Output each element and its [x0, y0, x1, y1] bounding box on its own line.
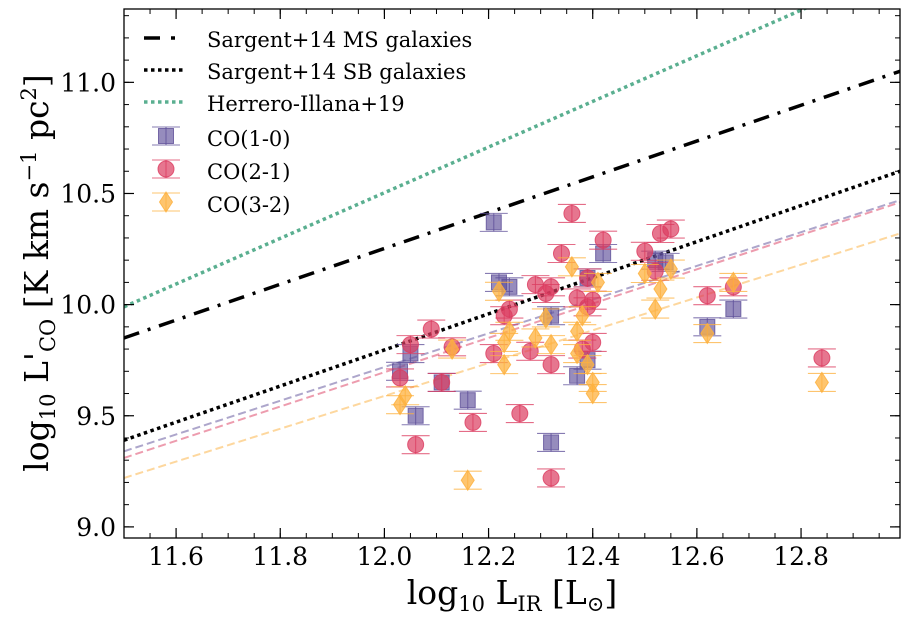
herrero-illana-19-line: [124, 9, 808, 309]
legend-label: CO(1-0): [207, 127, 291, 151]
y-tick-label: 11.0: [60, 68, 116, 97]
point-co-2-1: [401, 435, 430, 455]
x-tick-label: 11.8: [252, 542, 308, 571]
point-co-3-2: [484, 280, 513, 303]
point-co-3-2: [453, 469, 482, 492]
point-co-3-2: [578, 382, 607, 405]
point-co-1-0: [453, 390, 482, 410]
point-co-2-1: [578, 332, 607, 352]
point-co-2-1: [656, 219, 685, 239]
legend-entry-herrero-illana-19: Herrero-Illana+19: [144, 92, 405, 116]
point-co-2-1: [557, 203, 586, 224]
legend-label: Sargent+14 SB galaxies: [207, 60, 466, 84]
y-tick-label: 10.0: [60, 291, 116, 320]
sargent-14-ms-galaxies-line: [124, 69, 900, 340]
y-axis-title: log10 L'CO [K km s−1 pc2]: [17, 74, 60, 472]
legend-label: Herrero-Illana+19: [207, 92, 405, 116]
point-co-3-2: [630, 262, 659, 285]
point-co-2-1: [396, 335, 425, 355]
axis-ticks: 11.6 11.8 12.0 12.2 12.4 12.6 12.8 9.0 9.5 10.0 10…: [60, 9, 900, 571]
co-3-2-fit-line: [124, 232, 900, 479]
legend-entry-co-2-1: CO(2-1): [152, 159, 291, 184]
legend-label: Sargent+14 MS galaxies: [207, 28, 472, 52]
point-co-3-2: [391, 384, 420, 407]
legend-entry-sargent-14-ms-galaxies: Sargent+14 MS galaxies: [144, 28, 472, 52]
point-co-2-1: [630, 241, 659, 261]
legend-entry-sargent-14-sb-galaxies: Sargent+14 SB galaxies: [144, 60, 466, 84]
point-co-2-1: [505, 403, 534, 424]
data-points: [386, 203, 836, 492]
legend: Sargent+14 MS galaxies Sargent+14 SB gala…: [144, 28, 472, 217]
point-co-3-2: [693, 322, 722, 345]
y-tick-label: 9.0: [76, 513, 116, 542]
point-co-3-2: [719, 271, 748, 294]
point-co-3-2: [537, 333, 566, 356]
point-co-2-1: [417, 319, 446, 339]
point-co-2-1: [537, 277, 566, 297]
legend-label: CO(2-1): [207, 160, 291, 184]
point-co-2-1: [537, 468, 566, 488]
point-co-3-2: [521, 327, 550, 349]
point-co-1-0: [479, 212, 508, 232]
legend-entry-co-3-2: CO(3-2): [152, 191, 291, 217]
reference-lines: [124, 9, 900, 442]
x-axis-title: log10 LIR [L⊙]: [407, 573, 618, 616]
y-tick-label: 9.5: [76, 402, 116, 431]
point-co-2-1: [693, 286, 722, 306]
x-tick-label: 12.8: [773, 542, 829, 571]
co-1-0-fit-line: [124, 199, 900, 453]
point-co-1-0: [537, 432, 566, 452]
point-co-3-2: [438, 338, 467, 360]
point-co-3-2: [490, 353, 519, 376]
legend-label: CO(3-2): [207, 193, 291, 217]
point-co-2-1: [427, 372, 456, 392]
point-co-3-2: [563, 320, 592, 343]
legend-marker-square: [152, 126, 180, 146]
x-tick-label: 12.0: [357, 542, 413, 571]
point-co-3-2: [641, 298, 670, 320]
point-co-3-2: [557, 255, 586, 278]
x-tick-label: 12.4: [565, 542, 621, 571]
point-co-3-2: [495, 320, 524, 343]
plot-frame: [123, 8, 901, 539]
point-co-1-0: [719, 299, 748, 319]
point-co-3-2: [807, 371, 836, 394]
point-co-2-1: [807, 348, 836, 368]
point-co-2-1: [589, 230, 618, 250]
point-co-3-2: [568, 304, 597, 327]
point-co-2-1: [458, 412, 487, 432]
x-tick-label: 12.6: [669, 542, 725, 571]
point-co-3-2: [583, 271, 612, 294]
legend-marker-diamond: [152, 191, 180, 213]
point-co-3-2: [656, 258, 685, 280]
point-co-3-2: [646, 278, 675, 300]
legend-entry-co-1-0: CO(1-0): [152, 126, 291, 151]
point-co-3-2: [531, 307, 560, 329]
point-co-1-0: [495, 277, 524, 297]
point-co-1-0: [401, 406, 430, 426]
y-tick-label: 10.5: [60, 179, 116, 208]
point-co-2-1: [537, 355, 566, 375]
legend-marker-circle: [152, 159, 180, 179]
x-tick-label: 11.6: [148, 542, 204, 571]
x-tick-label: 12.2: [461, 542, 517, 571]
